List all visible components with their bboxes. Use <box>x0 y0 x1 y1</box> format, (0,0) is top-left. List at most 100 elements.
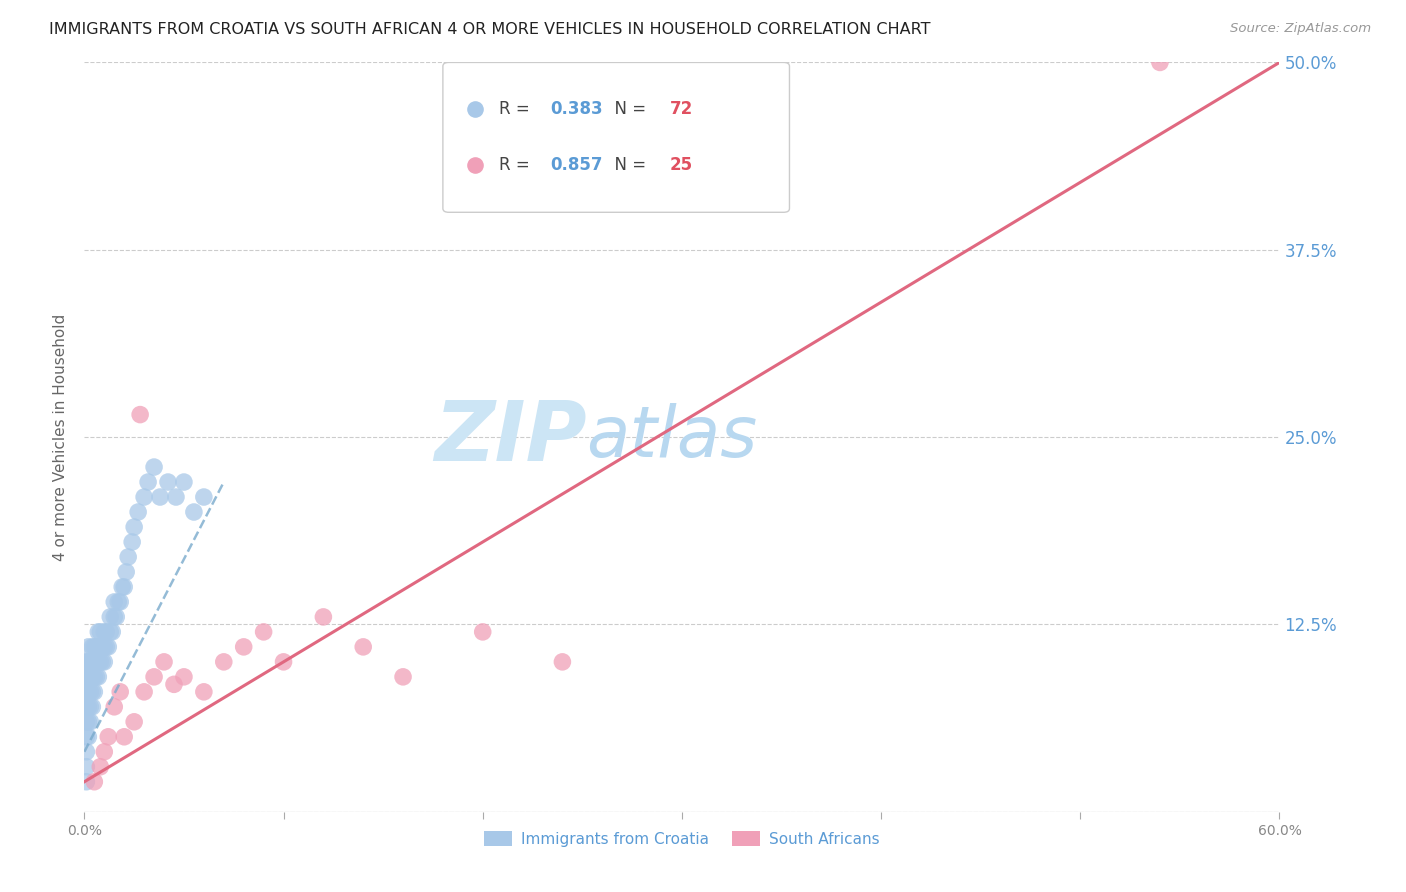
Point <box>75 745 97 759</box>
Point <box>86 640 108 654</box>
Point <box>96 640 118 654</box>
Point <box>115 565 138 579</box>
Point <box>87 640 110 654</box>
Point <box>103 610 125 624</box>
Point <box>89 640 111 654</box>
Point <box>86 655 108 669</box>
Point <box>312 610 335 624</box>
Point <box>97 730 120 744</box>
Point <box>79 714 101 729</box>
Point <box>103 595 125 609</box>
Point <box>75 714 97 729</box>
Point <box>79 655 101 669</box>
Text: 0.857: 0.857 <box>551 156 603 175</box>
Point <box>143 460 166 475</box>
Point <box>87 655 110 669</box>
Point <box>183 505 205 519</box>
Point <box>107 595 129 609</box>
Point <box>105 610 128 624</box>
Point <box>153 655 176 669</box>
Point <box>77 670 100 684</box>
Point <box>77 685 100 699</box>
Point <box>173 475 195 489</box>
Point <box>87 670 110 684</box>
Point <box>253 624 276 639</box>
Point <box>91 655 114 669</box>
Point <box>77 730 100 744</box>
Point <box>89 760 111 774</box>
Point <box>117 549 139 564</box>
Point <box>93 624 115 639</box>
Point <box>83 774 105 789</box>
Point <box>82 640 104 654</box>
Point <box>273 655 295 669</box>
Text: atlas: atlas <box>586 402 758 472</box>
Point <box>392 670 415 684</box>
Point <box>143 670 166 684</box>
Point <box>75 670 97 684</box>
Point <box>75 774 97 789</box>
Point <box>98 610 121 624</box>
Point <box>132 685 156 699</box>
Point <box>82 685 104 699</box>
Point <box>75 685 97 699</box>
Point <box>83 685 105 699</box>
Point <box>111 580 134 594</box>
Point <box>93 655 115 669</box>
Point <box>96 624 118 639</box>
Point <box>163 677 186 691</box>
Point <box>112 730 135 744</box>
Point <box>127 505 149 519</box>
Point <box>112 580 135 594</box>
Text: N =: N = <box>605 156 651 175</box>
Point <box>77 714 100 729</box>
Text: 72: 72 <box>671 100 693 119</box>
Point <box>75 699 97 714</box>
Text: Source: ZipAtlas.com: Source: ZipAtlas.com <box>1230 22 1371 36</box>
Point <box>551 655 574 669</box>
Text: 25: 25 <box>671 156 693 175</box>
Point <box>212 655 235 669</box>
Point <box>77 655 100 669</box>
Point <box>352 640 374 654</box>
Point <box>83 670 105 684</box>
Point <box>86 670 108 684</box>
Point <box>165 490 187 504</box>
Point <box>82 699 104 714</box>
Text: IMMIGRANTS FROM CROATIA VS SOUTH AFRICAN 4 OR MORE VEHICLES IN HOUSEHOLD CORRELA: IMMIGRANTS FROM CROATIA VS SOUTH AFRICAN… <box>49 22 931 37</box>
Point <box>103 699 125 714</box>
Text: 0.383: 0.383 <box>551 100 603 119</box>
Point <box>75 760 97 774</box>
Point <box>79 685 101 699</box>
Point <box>79 670 101 684</box>
Legend: Immigrants from Croatia, South Africans: Immigrants from Croatia, South Africans <box>478 824 886 853</box>
Text: R =: R = <box>499 100 536 119</box>
Text: N =: N = <box>605 100 651 119</box>
Point <box>110 685 132 699</box>
Point <box>97 640 120 654</box>
Point <box>77 699 100 714</box>
Point <box>89 655 111 669</box>
Point <box>89 624 111 639</box>
Point <box>232 640 254 654</box>
Point <box>132 490 156 504</box>
Point <box>79 699 101 714</box>
Point <box>98 624 121 639</box>
Point <box>193 490 215 504</box>
Point <box>83 655 105 669</box>
Point <box>121 535 143 549</box>
Point <box>173 670 195 684</box>
Point <box>129 408 152 422</box>
Point <box>82 670 104 684</box>
Point <box>87 624 110 639</box>
Point <box>75 655 97 669</box>
Point <box>77 640 100 654</box>
Point <box>93 745 115 759</box>
Point <box>75 730 97 744</box>
Point <box>136 475 159 489</box>
Point <box>91 640 114 654</box>
Text: R =: R = <box>499 156 536 175</box>
Point <box>157 475 180 489</box>
Point <box>83 640 105 654</box>
Point <box>1149 55 1171 70</box>
